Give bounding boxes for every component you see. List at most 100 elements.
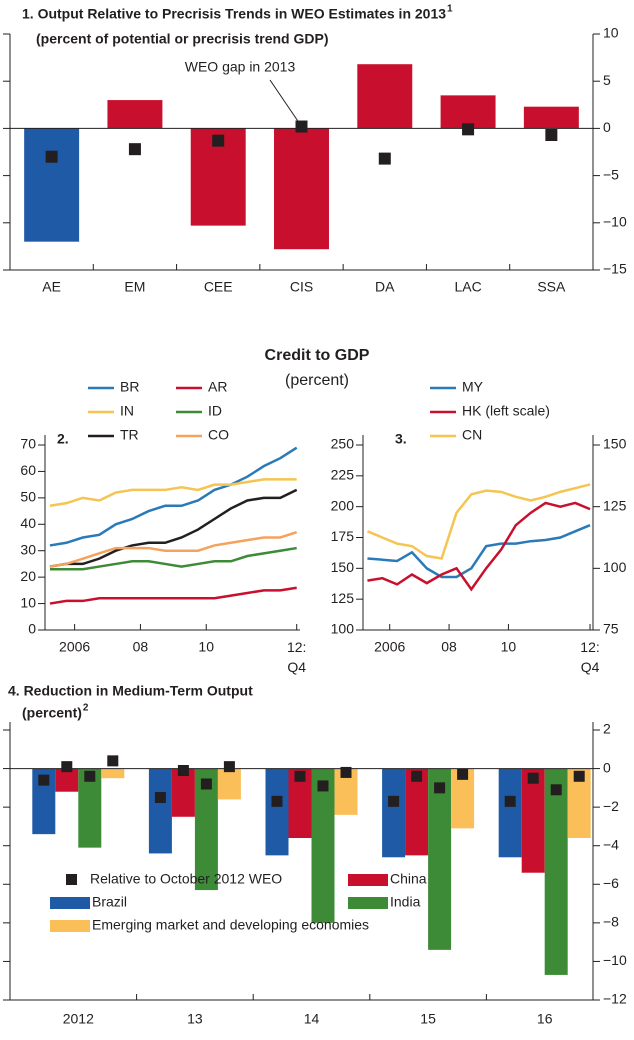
x-tick-label: 08 xyxy=(133,639,149,655)
y-tick-label: 50 xyxy=(20,489,36,505)
bar xyxy=(567,768,591,838)
y-tick-label: 10 xyxy=(603,25,619,41)
bar xyxy=(451,768,475,829)
marker xyxy=(457,768,469,780)
footnote-mark: 1 xyxy=(447,4,453,15)
marker xyxy=(295,120,308,133)
marker xyxy=(378,152,391,165)
marker xyxy=(107,755,119,767)
legend-label: India xyxy=(390,894,421,910)
marker xyxy=(462,123,475,136)
legend-swatch xyxy=(348,897,388,909)
y-tick-label: 125 xyxy=(331,590,355,606)
y-tick-label: 0 xyxy=(28,621,36,637)
x-tick-label: 10 xyxy=(198,639,214,655)
bar xyxy=(55,768,79,792)
y-tick-label: −4 xyxy=(603,836,619,852)
bar xyxy=(274,128,329,250)
y-tick-label: 0 xyxy=(603,119,611,135)
legend-label: AR xyxy=(208,379,227,395)
legend-label: BR xyxy=(120,379,139,395)
y-tick-label: −15 xyxy=(603,261,627,277)
legend-label: China xyxy=(390,871,427,887)
y-tick-label: 40 xyxy=(20,515,36,531)
bar xyxy=(440,95,496,129)
marker xyxy=(434,782,446,794)
y-tick-label: −2 xyxy=(603,798,619,814)
y-tick-label: 175 xyxy=(331,528,355,544)
y-tick-label: −5 xyxy=(603,166,619,182)
marker xyxy=(545,129,558,142)
bar xyxy=(382,768,406,858)
marker xyxy=(504,795,516,807)
legend-label: TR xyxy=(120,427,139,443)
bar xyxy=(148,768,172,854)
series-line xyxy=(49,478,297,508)
bar xyxy=(107,100,163,129)
legend-label: ID xyxy=(208,403,222,419)
chart-title: 4. Reduction in Medium-Term Output xyxy=(8,683,253,699)
marker xyxy=(200,778,212,790)
marker xyxy=(527,772,539,784)
series-line xyxy=(49,586,297,605)
panel-label: 3. xyxy=(395,431,407,447)
series-line xyxy=(49,488,298,568)
marker xyxy=(38,774,50,786)
x-tick-label: DA xyxy=(375,279,395,295)
bar xyxy=(171,768,195,817)
y-tick-label: −10 xyxy=(603,214,627,230)
x-tick-label: 2006 xyxy=(59,639,90,655)
legend-label: Relative to October 2012 WEO xyxy=(90,871,282,887)
x-tick-label: 14 xyxy=(304,1011,320,1027)
legend-swatch xyxy=(50,897,90,909)
y-tick-label: 250 xyxy=(331,436,355,452)
chart-subtitle: (percent of potential or precrisis trend… xyxy=(36,31,329,47)
y-tick-label: 150 xyxy=(603,436,627,452)
marker xyxy=(573,770,585,782)
bar xyxy=(217,768,241,800)
marker xyxy=(317,780,329,792)
series-line xyxy=(367,524,591,579)
x-tick-label: 12: Q4 xyxy=(287,639,306,675)
marker xyxy=(411,770,423,782)
marker xyxy=(223,761,235,773)
legend-label: CN xyxy=(462,427,482,443)
y-tick-label: 200 xyxy=(331,497,355,513)
marker xyxy=(61,761,73,773)
y-tick-label: 20 xyxy=(20,568,36,584)
marker xyxy=(84,770,96,782)
chart-subtitle: (percent) xyxy=(22,705,82,721)
chart-title: 1. Output Relative to Precrisis Trends i… xyxy=(22,6,446,22)
annotation: WEO gap in 2013 xyxy=(185,59,296,75)
marker xyxy=(177,765,189,776)
legend-label: Brazil xyxy=(92,894,127,910)
bar xyxy=(544,768,568,975)
y-tick-label: 2 xyxy=(603,721,611,737)
series-line xyxy=(49,546,297,571)
bar xyxy=(428,768,452,950)
marker xyxy=(45,150,58,163)
marker xyxy=(271,795,283,807)
bar xyxy=(357,64,413,129)
bar xyxy=(194,768,218,891)
x-tick-label: EM xyxy=(124,279,145,295)
legend-swatch xyxy=(348,874,388,886)
y-tick-label: 30 xyxy=(20,541,36,557)
x-tick-label: 2006 xyxy=(374,639,405,655)
y-tick-label: 10 xyxy=(20,594,36,610)
bar xyxy=(523,106,579,129)
x-tick-label: LAC xyxy=(454,279,481,295)
y-tick-label: 225 xyxy=(331,467,355,483)
bar xyxy=(498,768,522,858)
marker xyxy=(340,766,352,778)
bar xyxy=(24,128,80,242)
bar xyxy=(32,768,56,835)
marker xyxy=(154,792,166,803)
marker xyxy=(388,795,400,807)
series-line xyxy=(367,501,591,592)
y-tick-label: 125 xyxy=(603,497,627,513)
x-tick-label: 2012 xyxy=(63,1011,94,1027)
x-tick-label: 12: Q4 xyxy=(580,639,599,675)
